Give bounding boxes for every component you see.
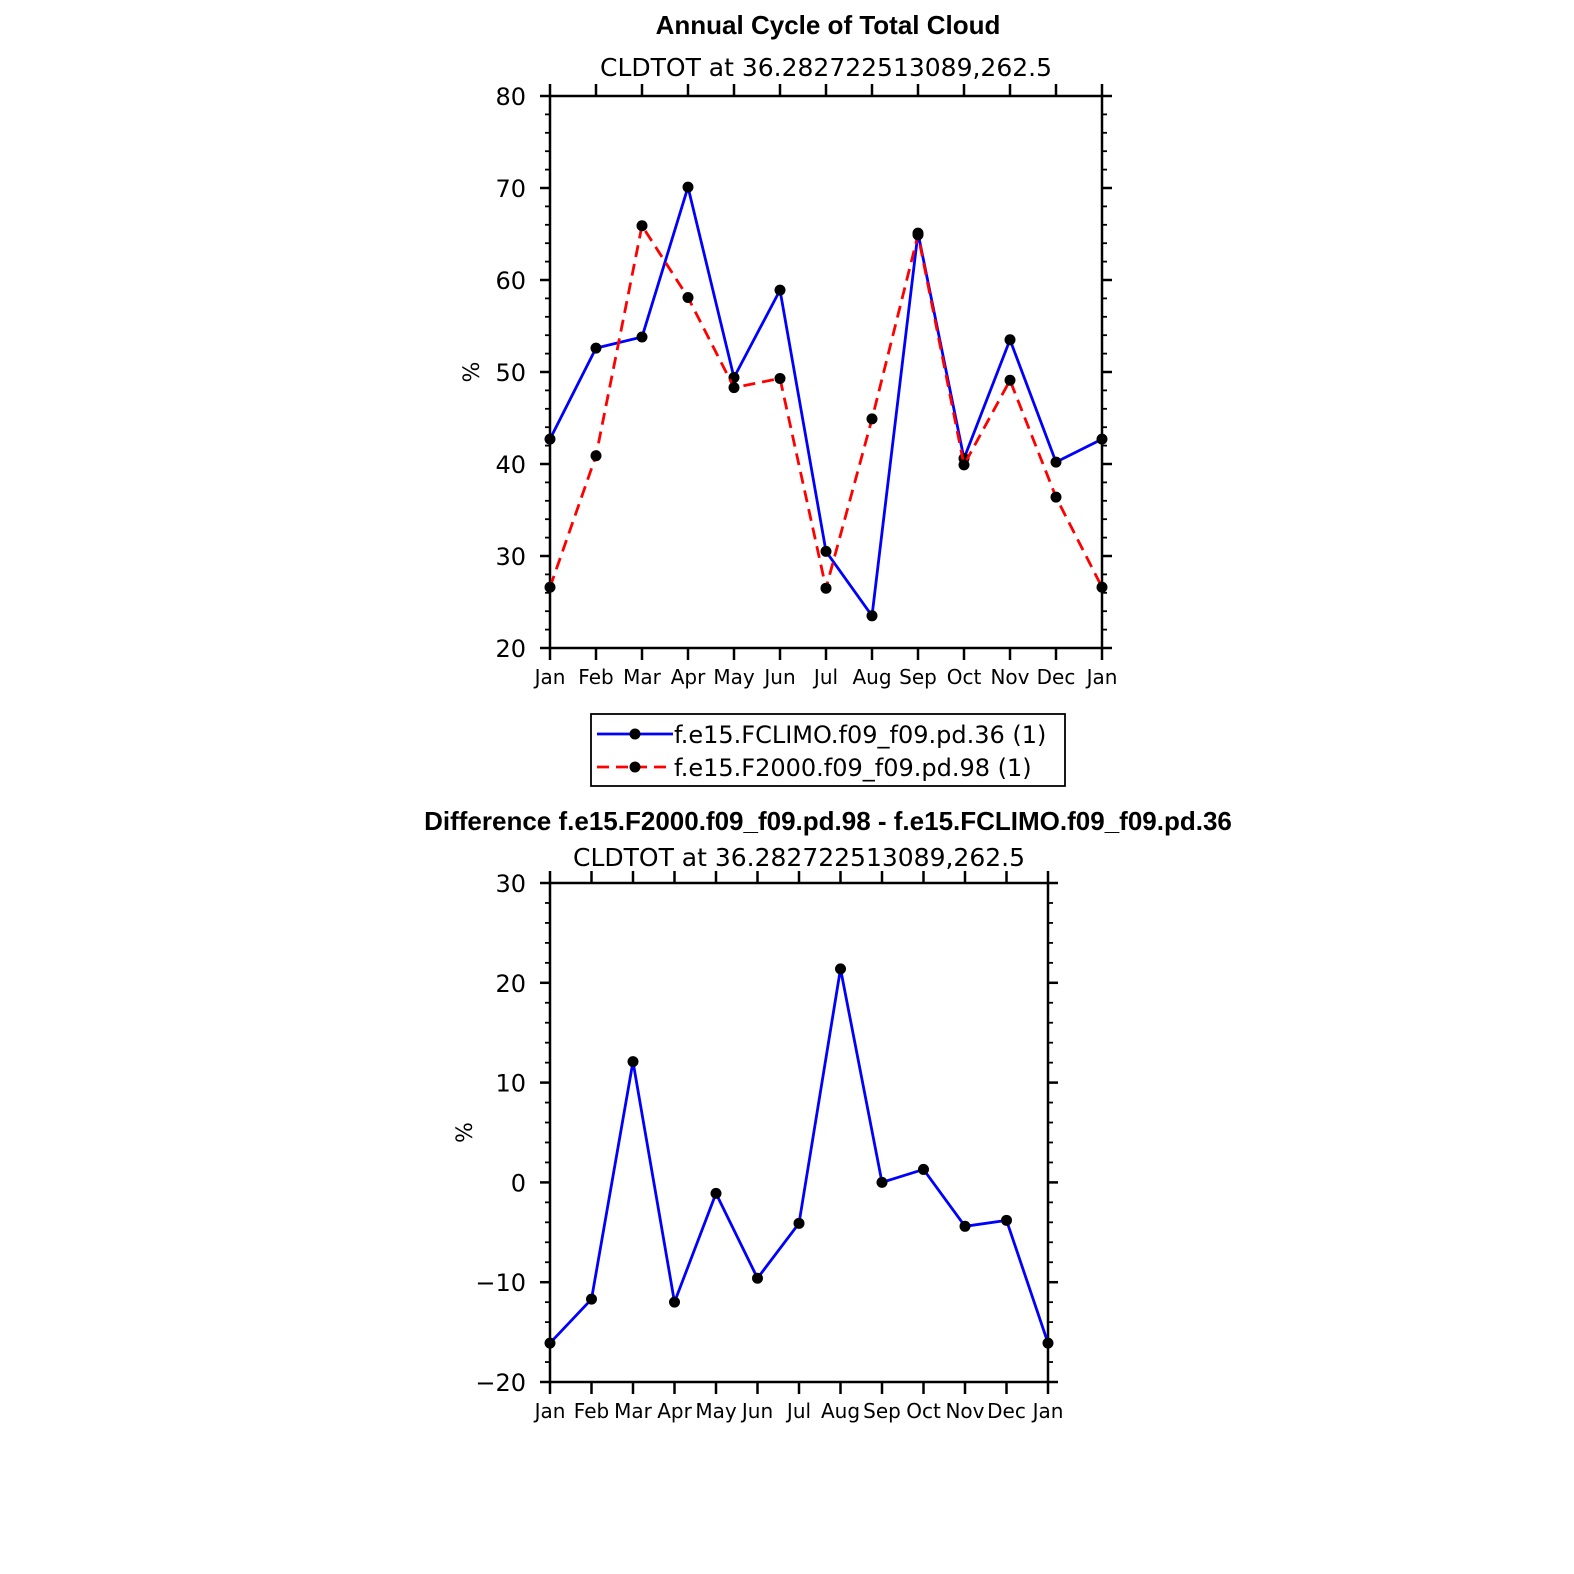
series-1-point — [544, 1337, 556, 1349]
x-tick-label: Aug — [821, 1399, 860, 1423]
x-tick-label: Feb — [578, 665, 613, 689]
chart-title: Difference f.e15.F2000.f09_f09.pd.98 - f… — [424, 806, 1232, 836]
chart-title: Annual Cycle of Total Cloud — [656, 10, 1001, 40]
x-tick-label: May — [713, 665, 755, 689]
series-1-point — [590, 342, 602, 354]
x-tick-label: Jul — [812, 665, 838, 689]
series-1-point — [682, 181, 694, 193]
series-1-point — [710, 1187, 722, 1199]
y-tick-label: 20 — [495, 970, 526, 998]
y-tick-label: 80 — [495, 83, 526, 111]
x-tick-label: Nov — [990, 665, 1029, 689]
series-1-point — [1004, 334, 1016, 346]
plot-frame — [548, 881, 1050, 1384]
series-1-point — [835, 963, 846, 975]
x-tick-label: Sep — [899, 665, 937, 689]
legend-box — [590, 713, 1066, 787]
x-tick-label: Mar — [623, 665, 662, 689]
x-tick-label: Apr — [657, 1399, 692, 1423]
x-tick-label: Feb — [574, 1399, 609, 1423]
series-1-point — [544, 433, 556, 445]
series-1-point — [866, 610, 878, 622]
x-tick-label: Jul — [785, 1399, 811, 1423]
series-2-point — [728, 382, 740, 394]
series-1-point — [1001, 1214, 1012, 1226]
series-1-point — [793, 1217, 805, 1229]
series-1-line — [548, 967, 1050, 1345]
x-tick-label: Dec — [987, 1399, 1026, 1423]
plot-frame — [548, 94, 1104, 650]
y-tick-label: 10 — [495, 1070, 526, 1098]
y-axis-label: % — [453, 1122, 478, 1143]
legend: f.e15.FCLIMO.f09_f09.pd.36 (1) f.e15.F200… — [590, 713, 1066, 787]
x-tick-label: Apr — [671, 665, 706, 689]
x-tick-label: Nov — [945, 1399, 984, 1423]
series-2-point — [636, 220, 648, 232]
series-1-point — [627, 1056, 639, 1068]
y-tick-label: 30 — [495, 870, 526, 898]
series-1-point — [959, 1220, 971, 1232]
series-2-point — [1096, 581, 1108, 593]
y-tick-label: 20 — [495, 635, 526, 663]
series-2-point — [958, 459, 970, 471]
series-2-point — [774, 372, 786, 384]
x-tick-label: Oct — [947, 665, 982, 689]
chart-2: Difference f.e15.F2000.f09_f09.pd.98 - f… — [424, 806, 1232, 1423]
y-tick-label: −10 — [475, 1269, 526, 1297]
series-2-point — [1050, 491, 1062, 503]
series-2-point — [590, 450, 602, 462]
series-2-point — [866, 413, 878, 425]
x-tick-label: Jun — [740, 1399, 773, 1423]
legend-swatch-marker — [629, 761, 641, 773]
x-tick-label: Jan — [1085, 665, 1118, 689]
y-tick-label: 50 — [495, 359, 526, 387]
chart-subtitle: CLDTOT at 36.282722513089,262.5 — [600, 53, 1052, 82]
x-tick-label: Dec — [1037, 665, 1076, 689]
y-tick-label: 0 — [511, 1169, 526, 1197]
series-2-point — [544, 581, 556, 593]
chart-subtitle: CLDTOT at 36.282722513089,262.5 — [573, 843, 1025, 872]
y-tick-label: 30 — [495, 543, 526, 571]
series-1-point — [636, 331, 648, 343]
y-tick-label: 70 — [495, 175, 526, 203]
y-tick-label: −20 — [475, 1369, 526, 1397]
series-1-point — [774, 284, 786, 296]
legend-label: f.e15.F2000.f09_f09.pd.98 (1) — [674, 754, 1032, 782]
series-2-point — [1004, 374, 1016, 386]
x-tick-label: Oct — [906, 1399, 941, 1423]
x-tick-label: Jun — [762, 665, 795, 689]
series-1-point — [820, 545, 832, 557]
legend-swatch-marker — [629, 728, 641, 740]
y-axis-label: % — [460, 362, 485, 383]
x-tick-label: Mar — [614, 1399, 653, 1423]
chart-1: Annual Cycle of Total Cloud CLDTOT at 36.… — [460, 10, 1118, 787]
x-tick-label: May — [695, 1399, 737, 1423]
series-2-point — [820, 582, 832, 594]
series-1-point — [1096, 433, 1108, 445]
series-2-point — [912, 229, 924, 241]
series-2-line — [548, 224, 1104, 590]
series-1-point — [669, 1296, 680, 1308]
series-1-point — [1042, 1337, 1054, 1349]
series-1-point — [876, 1176, 888, 1188]
series-2-point — [682, 291, 694, 303]
series-1-point — [1050, 456, 1062, 468]
legend-label: f.e15.FCLIMO.f09_f09.pd.36 (1) — [674, 721, 1046, 749]
x-tick-label: Sep — [863, 1399, 901, 1423]
x-tick-label: Jan — [533, 1399, 566, 1423]
series-1-point — [752, 1272, 763, 1284]
x-tick-label: Jan — [533, 665, 566, 689]
x-tick-label: Aug — [852, 665, 891, 689]
series-1-point — [918, 1163, 929, 1175]
y-tick-label: 60 — [495, 267, 526, 295]
y-tick-label: 40 — [495, 451, 526, 479]
series-1-point — [586, 1293, 597, 1305]
x-tick-label: Jan — [1031, 1399, 1064, 1423]
